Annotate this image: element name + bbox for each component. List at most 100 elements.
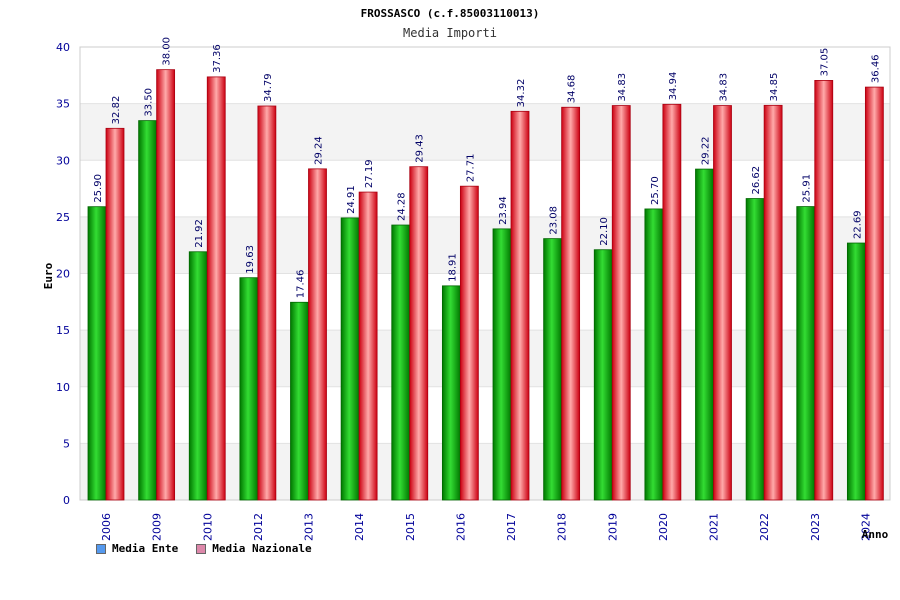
bar-media-ente xyxy=(188,251,208,501)
chart-title: FROSSASCO (c.f.85003110013) xyxy=(361,7,540,20)
bar-value-label: 29.22 xyxy=(701,136,712,165)
x-tick-label: 2015 xyxy=(404,513,417,541)
bar-value-label: 24.28 xyxy=(397,192,408,221)
bar-media-nazionale xyxy=(459,185,479,501)
y-tick-label: 15 xyxy=(56,324,70,337)
bar-media-nazionale xyxy=(409,166,429,501)
legend-swatch-media-nazionale xyxy=(196,543,207,554)
bar-media-ente xyxy=(239,277,259,501)
bar-value-label: 23.08 xyxy=(549,206,560,235)
bar-value-label: 22.69 xyxy=(852,210,863,239)
y-axis: 0 5 10 15 20 25 30 35 40 xyxy=(56,41,70,507)
bar-media-ente xyxy=(593,249,613,501)
y-tick-label: 30 xyxy=(56,154,70,167)
x-tick-label: 2016 xyxy=(454,513,467,541)
x-tick-label: 2017 xyxy=(505,513,518,541)
bar-media-ente xyxy=(340,217,360,501)
plot-border xyxy=(79,46,891,501)
legend: Media Ente Media Nazionale xyxy=(96,542,312,555)
bar-media-nazionale xyxy=(156,69,176,501)
bar-media-nazionale xyxy=(308,168,327,501)
bar-value-label: 25.90 xyxy=(93,174,104,203)
y-tick-label: 10 xyxy=(56,381,70,394)
bar-value-label: 34.68 xyxy=(567,75,578,104)
x-axis-title: Anno xyxy=(862,528,889,541)
x-tick-label: 2021 xyxy=(708,513,721,541)
x-tick-label: 2013 xyxy=(303,513,316,541)
legend-label-media-nazionale: Media Nazionale xyxy=(212,542,312,555)
bar-media-ente xyxy=(846,242,866,501)
bar-value-label: 34.94 xyxy=(668,72,679,101)
bar-value-label: 25.70 xyxy=(650,176,661,205)
bar-value-label: 29.43 xyxy=(415,134,426,163)
x-tick-label: 2018 xyxy=(556,513,569,541)
bar-media-ente xyxy=(492,228,512,501)
bar-media-nazionale xyxy=(358,191,378,501)
bar-value-label: 26.62 xyxy=(751,166,762,195)
y-tick-label: 35 xyxy=(56,98,70,111)
x-tick-label: 2020 xyxy=(657,513,670,541)
bar-media-ente xyxy=(138,120,158,501)
bar-media-nazionale xyxy=(206,76,226,501)
legend-item-media-ente: Media Ente xyxy=(96,542,178,555)
bar-value-label: 34.85 xyxy=(769,73,780,102)
x-tick-label: 2009 xyxy=(151,513,164,541)
x-axis: 2006 2009 2010 2012 2013 2014 2015 2016 2017 2018… xyxy=(100,513,872,541)
x-tick-label: 2006 xyxy=(100,513,113,541)
x-tick-label: 2022 xyxy=(758,513,771,541)
bar-value-label: 27.71 xyxy=(465,154,476,183)
bars: 25.90 32.82 33.50 38.00 21.92 37.36 19.63 34.79… xyxy=(87,37,884,501)
bar-value-label: 37.05 xyxy=(820,48,831,77)
bar-media-ente xyxy=(543,238,563,501)
x-tick-label: 2014 xyxy=(353,513,366,541)
bar-value-label: 34.83 xyxy=(617,73,628,102)
x-tick-label: 2010 xyxy=(201,513,214,541)
chart-subtitle: Media Importi xyxy=(403,26,497,40)
bar-media-ente xyxy=(695,168,714,501)
y-tick-label: 20 xyxy=(56,268,70,281)
bar-value-label: 33.50 xyxy=(144,88,155,117)
bar-value-label: 22.10 xyxy=(599,217,610,246)
x-tick-label: 2012 xyxy=(252,513,265,541)
y-tick-label: 25 xyxy=(56,211,70,224)
bar-media-nazionale xyxy=(713,105,732,501)
bar-media-ente xyxy=(745,198,765,501)
legend-label-media-ente: Media Ente xyxy=(112,542,179,555)
bar-value-label: 32.82 xyxy=(111,96,122,125)
bar-media-ente xyxy=(644,208,664,501)
bar-media-ente xyxy=(796,206,816,501)
bar-media-nazionale xyxy=(763,104,783,501)
x-tick-label: 2019 xyxy=(606,513,619,541)
bar-media-nazionale xyxy=(257,105,277,501)
bar-value-label: 19.63 xyxy=(245,245,256,274)
y-tick-label: 5 xyxy=(63,437,70,450)
bar-value-label: 34.83 xyxy=(719,73,730,102)
bar-value-label: 38.00 xyxy=(162,37,173,66)
bar-value-label: 36.46 xyxy=(870,54,881,83)
bar-media-nazionale xyxy=(864,86,884,501)
bar-media-ente xyxy=(441,285,461,501)
x-tick-label: 2024 xyxy=(859,513,872,541)
bar-media-nazionale xyxy=(510,110,530,501)
bar-value-label: 37.36 xyxy=(212,44,223,73)
legend-item-media-nazionale: Media Nazionale xyxy=(196,542,312,555)
bar-media-ente xyxy=(290,301,309,501)
bar-value-label: 29.24 xyxy=(314,136,325,165)
bar-media-nazionale xyxy=(611,105,631,501)
legend-swatch-media-ente xyxy=(96,543,106,554)
bar-value-label: 24.91 xyxy=(346,185,357,214)
bar-value-label: 27.19 xyxy=(364,159,375,188)
y-tick-label: 0 xyxy=(63,494,70,507)
bar-value-label: 34.79 xyxy=(263,73,274,102)
x-tick-label: 2023 xyxy=(809,513,822,541)
bar-value-label: 34.32 xyxy=(516,79,527,108)
y-tick-label: 40 xyxy=(56,41,70,54)
bar-media-nazionale xyxy=(814,80,834,501)
bar-media-nazionale xyxy=(561,106,581,501)
bar-media-nazionale xyxy=(662,103,682,501)
bar-value-label: 21.92 xyxy=(194,219,205,248)
y-axis-title: Euro xyxy=(42,262,55,289)
bar-media-ente xyxy=(87,206,107,501)
bar-media-nazionale xyxy=(105,127,125,501)
